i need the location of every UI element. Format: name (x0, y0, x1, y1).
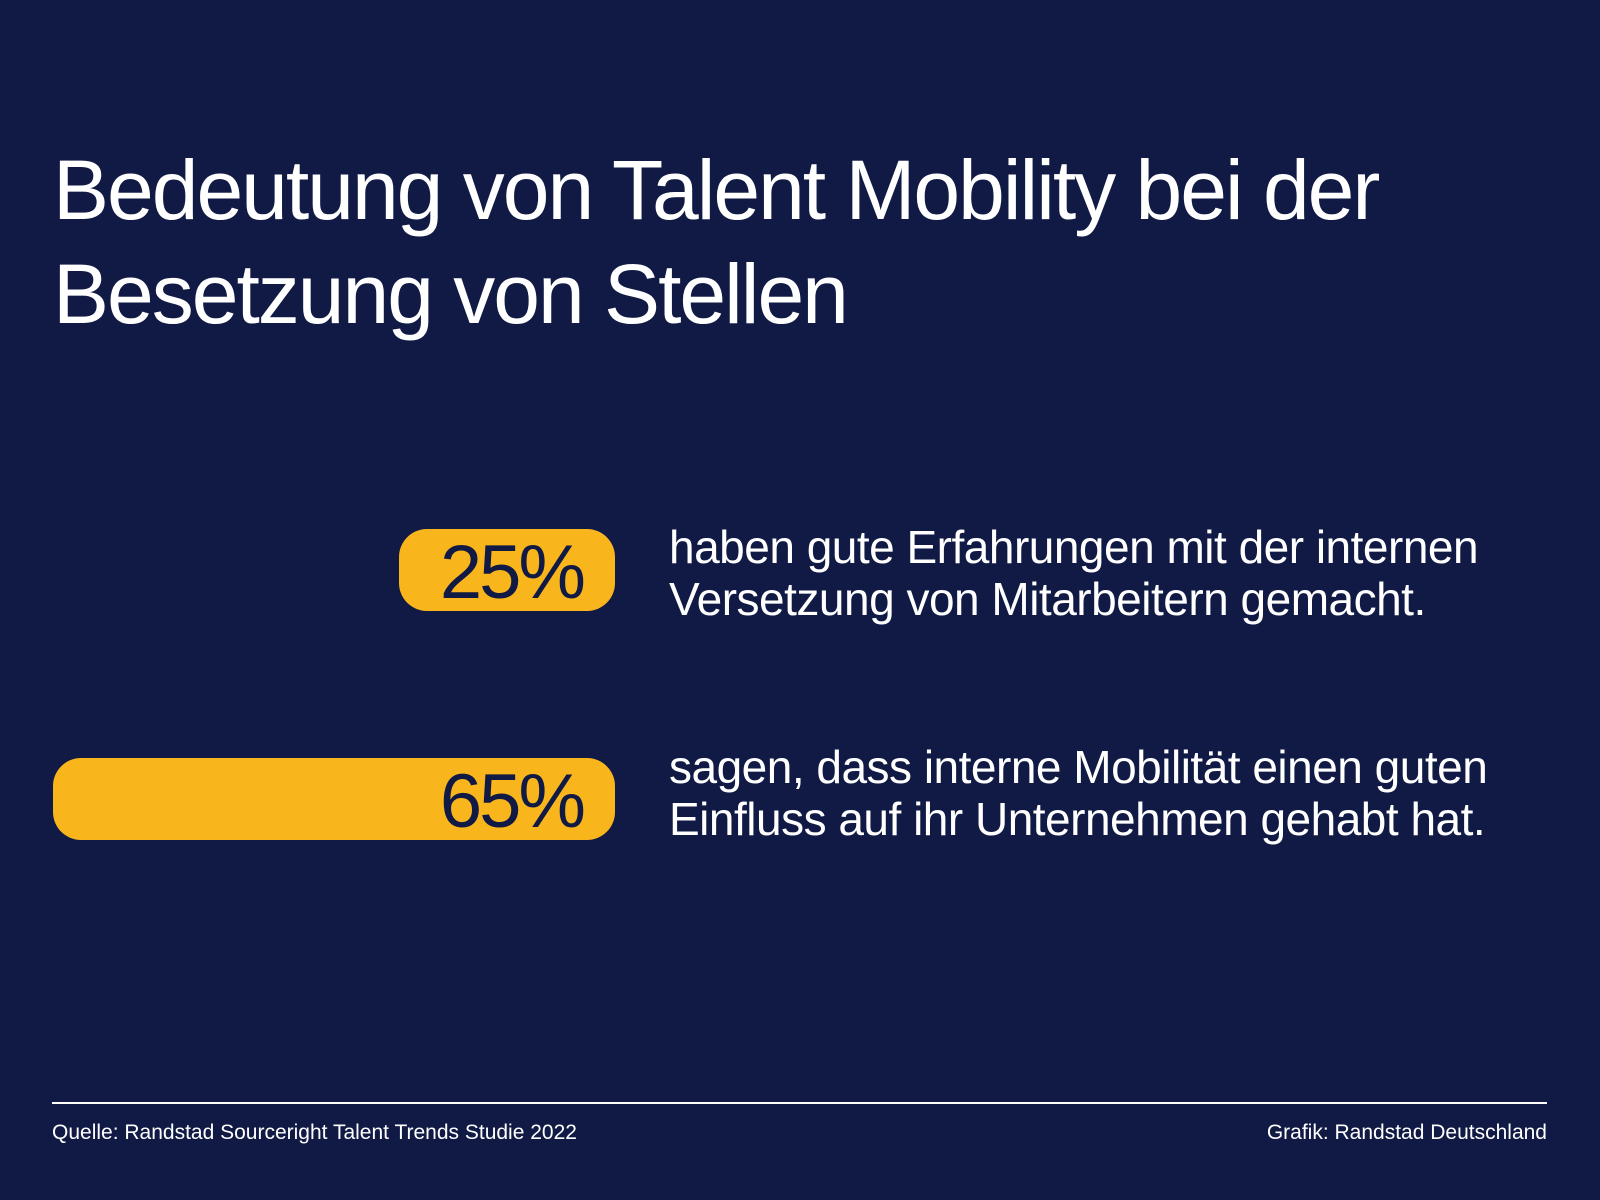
bar-good-experience: 25% (399, 529, 615, 615)
source-note: Quelle: Randstad Sourceright Talent Tren… (52, 1121, 577, 1144)
graphic-credit: Grafik: Randstad Deutschland (1266, 1121, 1547, 1144)
bar-value-label: 65% (439, 759, 586, 844)
bar-category-label: haben gute Erfahrungen mit der internen … (669, 521, 1479, 625)
bar-positive-influence: 65% (53, 758, 615, 844)
footer-divider (52, 1102, 1547, 1104)
bar-value-label: 25% (439, 530, 586, 615)
chart-title: Bedeutung von Talent Mobility bei der Be… (53, 143, 1380, 341)
bar-category-label: sagen, dass interne Mobilität einen gute… (669, 741, 1488, 845)
